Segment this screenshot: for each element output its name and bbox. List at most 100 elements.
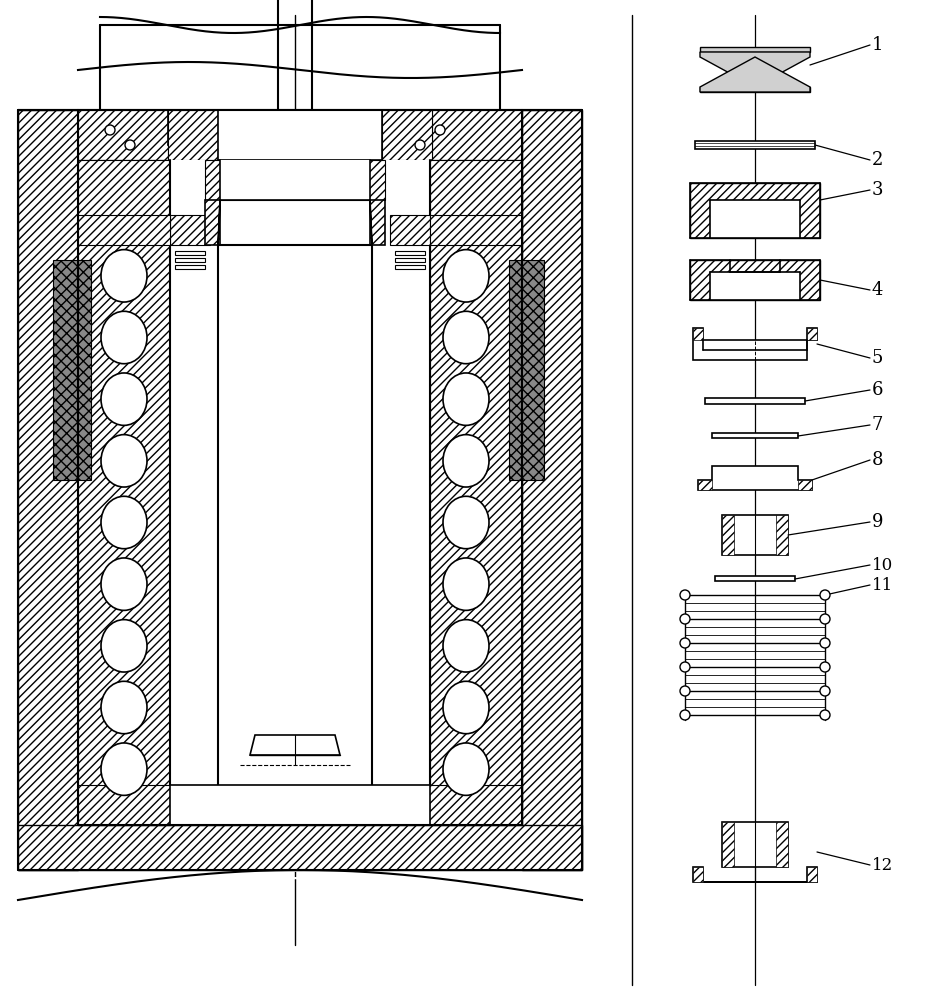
Bar [509,260,544,480]
Bar [695,141,815,149]
Bar [700,47,810,52]
Bar [170,215,210,245]
Bar [807,867,817,882]
Bar [53,260,91,480]
Bar [432,160,522,220]
Polygon shape [698,466,812,490]
Text: 12: 12 [872,856,893,874]
Text: 9: 9 [872,513,884,531]
Circle shape [820,662,830,672]
Polygon shape [700,52,810,87]
Text: 4: 4 [872,281,884,299]
Ellipse shape [443,558,489,610]
Circle shape [820,614,830,624]
Circle shape [105,125,115,135]
Bar [776,515,788,555]
Bar [522,110,582,870]
Polygon shape [205,200,220,245]
Ellipse shape [101,250,147,302]
Polygon shape [693,867,817,882]
Bar [395,251,425,255]
Circle shape [820,638,830,648]
Bar [722,822,734,867]
Bar [712,433,798,438]
Bar [693,328,703,340]
Bar [220,160,370,200]
Ellipse shape [101,496,147,549]
Text: 6: 6 [872,381,884,399]
Ellipse shape [443,743,489,795]
Circle shape [680,638,690,648]
Bar [220,247,370,798]
Ellipse shape [101,435,147,487]
Ellipse shape [443,681,489,734]
Ellipse shape [101,311,147,364]
Bar [715,576,795,581]
Circle shape [820,590,830,600]
Circle shape [680,662,690,672]
Bar [390,215,430,245]
Bar [395,265,425,269]
Bar [690,183,820,238]
Bar [170,160,430,825]
Circle shape [435,125,445,135]
Bar [395,258,425,262]
Bar [18,825,582,870]
Text: 10: 10 [872,556,893,574]
Bar [705,398,805,404]
Circle shape [820,686,830,696]
Bar [218,110,382,160]
Polygon shape [250,735,340,755]
Ellipse shape [443,496,489,549]
Bar [698,480,712,490]
Bar [78,215,170,245]
Bar [432,110,522,160]
Ellipse shape [101,681,147,734]
Ellipse shape [443,435,489,487]
Polygon shape [700,57,810,92]
Bar [78,785,522,825]
Bar [168,110,218,160]
Ellipse shape [101,558,147,610]
Text: 3: 3 [872,181,884,199]
Bar [700,87,810,92]
Bar [78,160,170,825]
Bar [205,160,385,200]
Bar [798,480,812,490]
Circle shape [680,590,690,600]
Polygon shape [218,200,220,250]
Bar [382,110,432,160]
Text: 1: 1 [872,36,884,54]
Text: 7: 7 [872,416,884,434]
Bar [168,110,432,145]
Bar [710,272,800,300]
Ellipse shape [101,620,147,672]
Bar [722,822,788,867]
Bar [776,822,788,867]
Bar [18,110,78,870]
Bar [78,815,522,825]
Polygon shape [370,200,372,250]
Polygon shape [370,200,385,245]
Circle shape [820,710,830,720]
Ellipse shape [443,311,489,364]
Ellipse shape [101,743,147,795]
Bar [170,785,430,825]
Bar [807,328,817,340]
Circle shape [125,140,135,150]
Circle shape [680,614,690,624]
Bar [693,867,703,882]
Bar [78,160,168,220]
Bar [722,515,734,555]
Text: 8: 8 [872,451,884,469]
Ellipse shape [101,373,147,425]
Bar [175,265,205,269]
Polygon shape [693,328,817,360]
Ellipse shape [443,373,489,425]
Bar [175,258,205,262]
Text: 11: 11 [872,576,893,593]
Text: 5: 5 [872,349,884,367]
Bar [430,215,522,245]
Ellipse shape [443,250,489,302]
Text: 2: 2 [872,151,884,169]
